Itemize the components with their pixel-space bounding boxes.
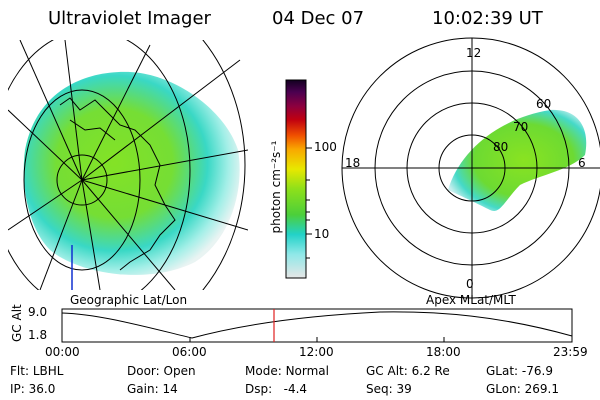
date-label: 04 Dec 07 <box>272 8 365 29</box>
lat-label-60: 60 <box>536 97 552 111</box>
time-tick-1800: 18:00 <box>426 345 461 359</box>
lat-label-70: 70 <box>513 120 529 134</box>
geo-panel-label: Geographic Lat/Lon <box>70 293 188 307</box>
status-flt: Flt: LBHL <box>10 364 64 378</box>
mlt-label-18: 18 <box>345 156 361 170</box>
altitude-strip <box>61 308 573 343</box>
instrument-title: Ultraviolet Imager <box>48 8 211 29</box>
polar-plot <box>341 37 600 299</box>
colorbar-tick-100: 100 <box>314 140 337 154</box>
status-gc-alt: GC Alt: 6.2 Re <box>366 364 450 378</box>
status-glat: GLat: -76.9 <box>486 364 553 378</box>
altitude-ytick-1-8: 1.8 <box>28 328 48 342</box>
geographic-map <box>8 40 248 290</box>
status-seq: Seq: 39 <box>366 382 412 396</box>
altitude-ytick-9: 9.0 <box>28 305 48 319</box>
time-label: 10:02:39 UT <box>432 8 543 29</box>
time-tick-1200: 12:00 <box>299 345 334 359</box>
time-tick-0000: 00:00 <box>45 345 80 359</box>
status-door: Door: Open <box>127 364 196 378</box>
mlt-label-12: 12 <box>466 46 482 60</box>
status-dsp: Dsp: -4.4 <box>245 382 308 396</box>
lat-label-80: 80 <box>493 140 509 154</box>
status-mode: Mode: Normal <box>245 364 329 378</box>
time-tick-0600: 06:00 <box>172 345 207 359</box>
mlt-label-6: 6 <box>578 156 586 170</box>
colorbar-tick-10: 10 <box>314 227 330 241</box>
status-ip: IP: 36.0 <box>10 382 56 396</box>
polar-panel-label: Apex MLat/MLT <box>426 293 516 307</box>
status-glon: GLon: 269.1 <box>486 382 559 396</box>
colorbar-bar <box>285 79 307 279</box>
mlt-label-0: 0 <box>466 277 474 291</box>
colorbar-unit-label: photon cm⁻²s⁻¹ <box>269 140 283 234</box>
altitude-ylabel: GC Alt <box>10 304 24 342</box>
status-gain: Gain: 14 <box>127 382 178 396</box>
time-tick-2359: 23:59 <box>553 345 588 359</box>
